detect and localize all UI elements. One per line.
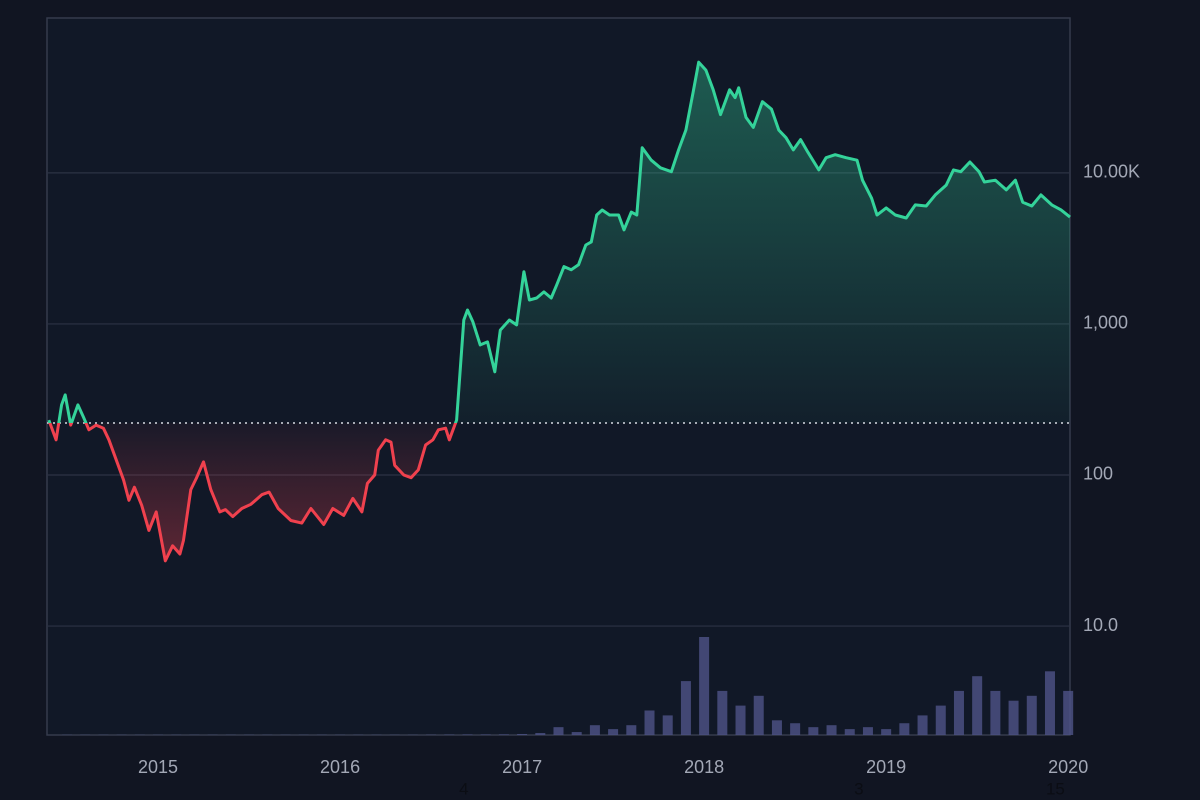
area xyxy=(48,62,1071,561)
volume-bar xyxy=(699,637,710,735)
volume-bar xyxy=(589,725,600,735)
y-tick-label: 10.00K xyxy=(1083,162,1140,182)
volume-bar xyxy=(498,734,509,735)
volume-bar xyxy=(626,725,637,735)
volume-bar xyxy=(972,676,983,735)
volume-bar xyxy=(753,695,764,735)
volume-bar xyxy=(881,729,892,735)
x-tick-label: 2016 xyxy=(320,757,360,777)
volume-bar xyxy=(717,690,728,735)
volume-bar xyxy=(790,723,801,735)
volume-bar xyxy=(1026,695,1037,735)
volume-bar xyxy=(826,725,837,735)
volume-bar xyxy=(862,727,873,735)
volume-bar xyxy=(917,715,928,735)
y-tick-label: 100 xyxy=(1083,464,1113,484)
volume-bar xyxy=(808,727,819,735)
volume-bar xyxy=(517,734,528,735)
volume-bar xyxy=(608,729,619,735)
annotation: 15 xyxy=(1046,779,1065,798)
volume-bar xyxy=(1063,690,1074,735)
volume-bar xyxy=(644,710,655,735)
x-tick-label: 2020 xyxy=(1048,757,1088,777)
volume-bar xyxy=(571,732,582,735)
volume-bar xyxy=(935,705,946,735)
x-tick-label: 2015 xyxy=(138,757,178,777)
volume-bar xyxy=(535,733,546,735)
y-tick-label: 10.0 xyxy=(1083,615,1118,635)
y-tick-label: 1,000 xyxy=(1083,313,1128,333)
volume-bar xyxy=(771,720,782,735)
x-tick-label: 2017 xyxy=(502,757,542,777)
x-tick-label: 2018 xyxy=(684,757,724,777)
volume-bar xyxy=(553,727,564,735)
volume-bar xyxy=(953,690,964,735)
annotation: 4 xyxy=(459,779,468,798)
annotation: 3 xyxy=(854,779,863,798)
x-tick-label: 2019 xyxy=(866,757,906,777)
price-line xyxy=(47,60,1071,563)
volume-bar xyxy=(899,723,910,735)
volume-bar xyxy=(844,729,855,735)
volume-bar xyxy=(662,715,673,735)
volume-bar xyxy=(1008,700,1019,735)
volume-bar xyxy=(680,681,691,735)
volume-bar xyxy=(735,705,746,735)
volume-bar xyxy=(990,690,1001,735)
volume-bar xyxy=(1044,671,1055,735)
